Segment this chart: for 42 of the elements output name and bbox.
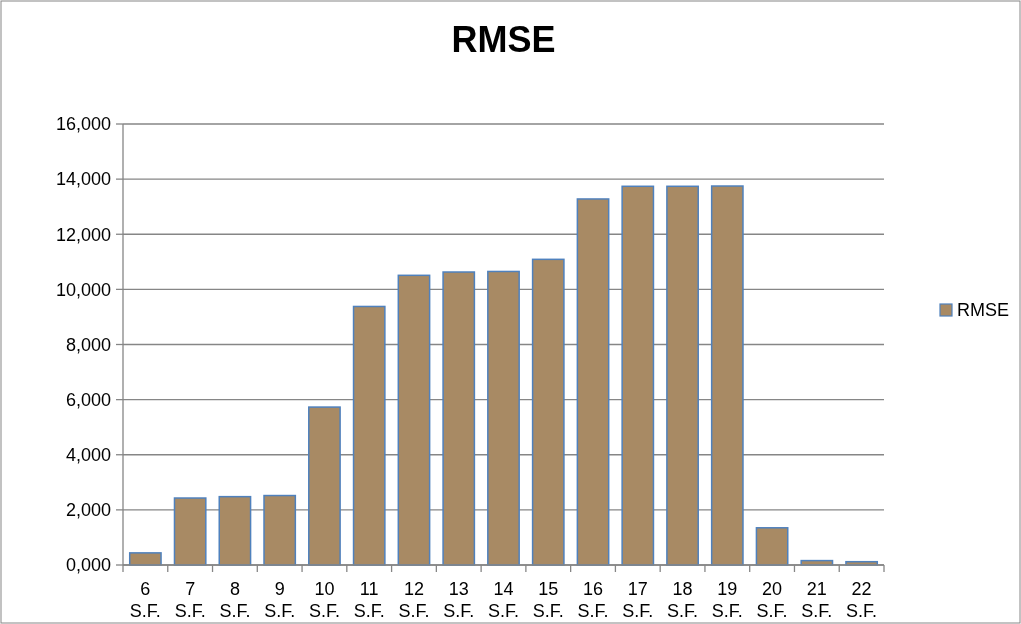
x-tick-label: 10 S.F. <box>308 579 340 621</box>
bar <box>397 274 431 566</box>
y-tick-label: 12,000 <box>55 224 111 245</box>
x-tick-label: 22 S.F. <box>846 579 878 621</box>
y-tick-label: 10,000 <box>55 279 111 300</box>
chart-title: RMSE <box>451 19 556 60</box>
x-tick-label: 11 S.F. <box>353 579 385 621</box>
bar <box>621 185 655 566</box>
y-tick-label: 0,000 <box>65 555 111 576</box>
x-tick-label: 7 S.F. <box>174 579 206 621</box>
bar <box>487 270 520 566</box>
x-tick-label: 15 S.F. <box>532 579 564 621</box>
x-tick-label: 12 S.F. <box>398 579 430 621</box>
y-tick-label: 6,000 <box>65 389 111 410</box>
bar <box>666 185 699 566</box>
bar <box>710 185 744 566</box>
bar <box>263 494 297 566</box>
bar <box>755 527 789 566</box>
x-tick-label: 13 S.F. <box>443 579 475 621</box>
y-tick-label: 8,000 <box>65 334 111 355</box>
legend-label: RMSE <box>957 300 1010 321</box>
bar <box>442 271 476 566</box>
x-tick-label: 16 S.F. <box>577 579 609 621</box>
bar <box>173 497 207 566</box>
x-tick-label: 21 S.F. <box>801 579 833 621</box>
x-tick-label: 18 S.F. <box>667 579 699 621</box>
y-tick-label: 4,000 <box>65 445 111 466</box>
bar <box>576 198 610 566</box>
x-tick-label: 14 S.F. <box>487 579 520 621</box>
y-tick-label: 14,000 <box>55 169 111 190</box>
x-tick-label: 8 S.F. <box>219 579 251 621</box>
bar <box>218 495 252 566</box>
bar <box>352 305 386 566</box>
x-tick-label: 9 S.F. <box>264 579 296 621</box>
y-tick-label: 2,000 <box>65 500 111 521</box>
x-tick-label: 20 S.F. <box>756 579 788 621</box>
bar <box>308 406 341 566</box>
bar <box>531 258 565 566</box>
x-tick-label: 17 S.F. <box>622 579 654 621</box>
x-tick-label: 19 S.F. <box>711 579 743 621</box>
x-tick-label: 6 S.F. <box>129 579 161 621</box>
y-tick-label: 16,000 <box>55 114 111 135</box>
